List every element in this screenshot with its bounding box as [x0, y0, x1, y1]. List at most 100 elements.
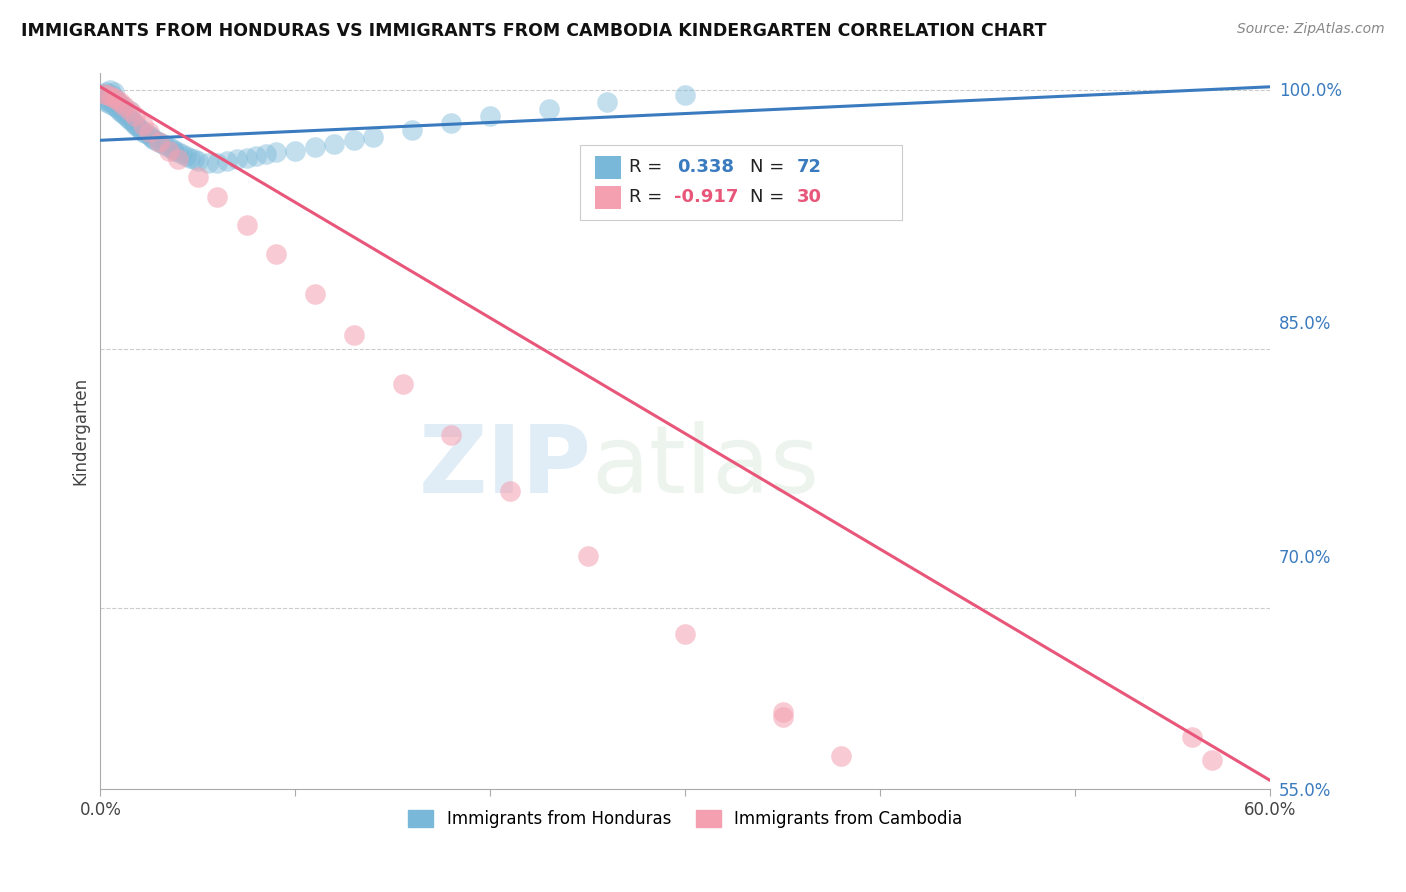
Point	[111, 105, 134, 120]
Point	[673, 88, 696, 103]
Point	[127, 120, 149, 134]
Point	[97, 88, 120, 103]
Point	[304, 286, 326, 301]
Point	[183, 153, 205, 167]
Point	[153, 138, 176, 153]
FancyBboxPatch shape	[595, 156, 621, 178]
Point	[264, 247, 287, 261]
Point	[772, 705, 794, 719]
Point	[93, 92, 115, 106]
Point	[103, 85, 125, 99]
Text: ZIP: ZIP	[419, 421, 592, 513]
Point	[93, 87, 115, 101]
Text: atlas: atlas	[592, 421, 820, 513]
Point	[112, 107, 135, 121]
Point	[245, 149, 267, 163]
Point	[117, 111, 139, 125]
Point	[148, 135, 170, 149]
Point	[122, 116, 145, 130]
Point	[284, 144, 307, 158]
Text: N =: N =	[749, 188, 790, 206]
Point	[772, 710, 794, 724]
Point	[187, 153, 209, 168]
Point	[108, 95, 131, 110]
Point	[264, 145, 287, 160]
Point	[304, 140, 326, 154]
Point	[118, 103, 141, 118]
Point	[157, 140, 180, 154]
Point	[1201, 753, 1223, 767]
Point	[93, 88, 115, 103]
Point	[103, 99, 125, 113]
Point	[235, 218, 257, 232]
Point	[254, 147, 277, 161]
Point	[157, 144, 180, 158]
Point	[107, 95, 129, 110]
Point	[343, 328, 366, 343]
Point	[107, 102, 129, 116]
Point	[217, 153, 239, 168]
Point	[174, 149, 197, 163]
Point	[499, 483, 522, 498]
Point	[101, 90, 124, 104]
Point	[163, 144, 186, 158]
Point	[104, 94, 127, 108]
Legend: Immigrants from Honduras, Immigrants from Cambodia: Immigrants from Honduras, Immigrants fro…	[402, 803, 969, 835]
Point	[323, 136, 346, 151]
Point	[401, 123, 423, 137]
Point	[104, 101, 127, 115]
Point	[172, 147, 194, 161]
Point	[148, 135, 170, 149]
Point	[928, 825, 950, 839]
Text: R =: R =	[630, 158, 668, 177]
Point	[112, 101, 135, 115]
Point	[197, 155, 219, 169]
Point	[118, 103, 141, 118]
Point	[830, 749, 852, 764]
FancyBboxPatch shape	[581, 145, 901, 219]
Point	[101, 88, 124, 103]
Point	[91, 87, 114, 101]
Text: 0.338: 0.338	[678, 158, 734, 177]
Point	[98, 97, 121, 112]
Text: 30: 30	[797, 188, 821, 206]
Point	[235, 151, 257, 165]
Point	[138, 125, 160, 139]
Point	[440, 116, 463, 130]
Point	[139, 129, 162, 144]
Point	[124, 118, 146, 132]
Point	[101, 95, 124, 110]
Point	[391, 376, 413, 391]
Point	[114, 109, 136, 123]
Text: R =: R =	[630, 188, 668, 206]
Point	[479, 109, 502, 123]
Point	[98, 83, 121, 97]
Point	[179, 151, 201, 165]
Point	[104, 92, 127, 106]
Point	[207, 155, 229, 169]
Text: Source: ZipAtlas.com: Source: ZipAtlas.com	[1237, 22, 1385, 37]
Point	[440, 428, 463, 442]
Point	[207, 190, 229, 204]
Point	[673, 627, 696, 641]
Point	[537, 102, 560, 116]
Text: 72: 72	[797, 158, 821, 177]
Point	[97, 94, 120, 108]
Point	[118, 112, 141, 127]
Point	[152, 136, 174, 151]
Point	[131, 123, 153, 137]
Text: -0.917: -0.917	[673, 188, 738, 206]
Point	[187, 169, 209, 184]
Point	[128, 121, 150, 136]
Point	[97, 87, 120, 101]
Point	[143, 133, 166, 147]
Point	[162, 142, 184, 156]
Point	[134, 127, 156, 141]
Point	[96, 95, 118, 110]
Point	[343, 133, 366, 147]
Point	[132, 125, 155, 139]
Point	[108, 97, 131, 112]
Text: N =: N =	[749, 158, 790, 177]
Point	[121, 114, 143, 128]
Point	[108, 103, 131, 118]
